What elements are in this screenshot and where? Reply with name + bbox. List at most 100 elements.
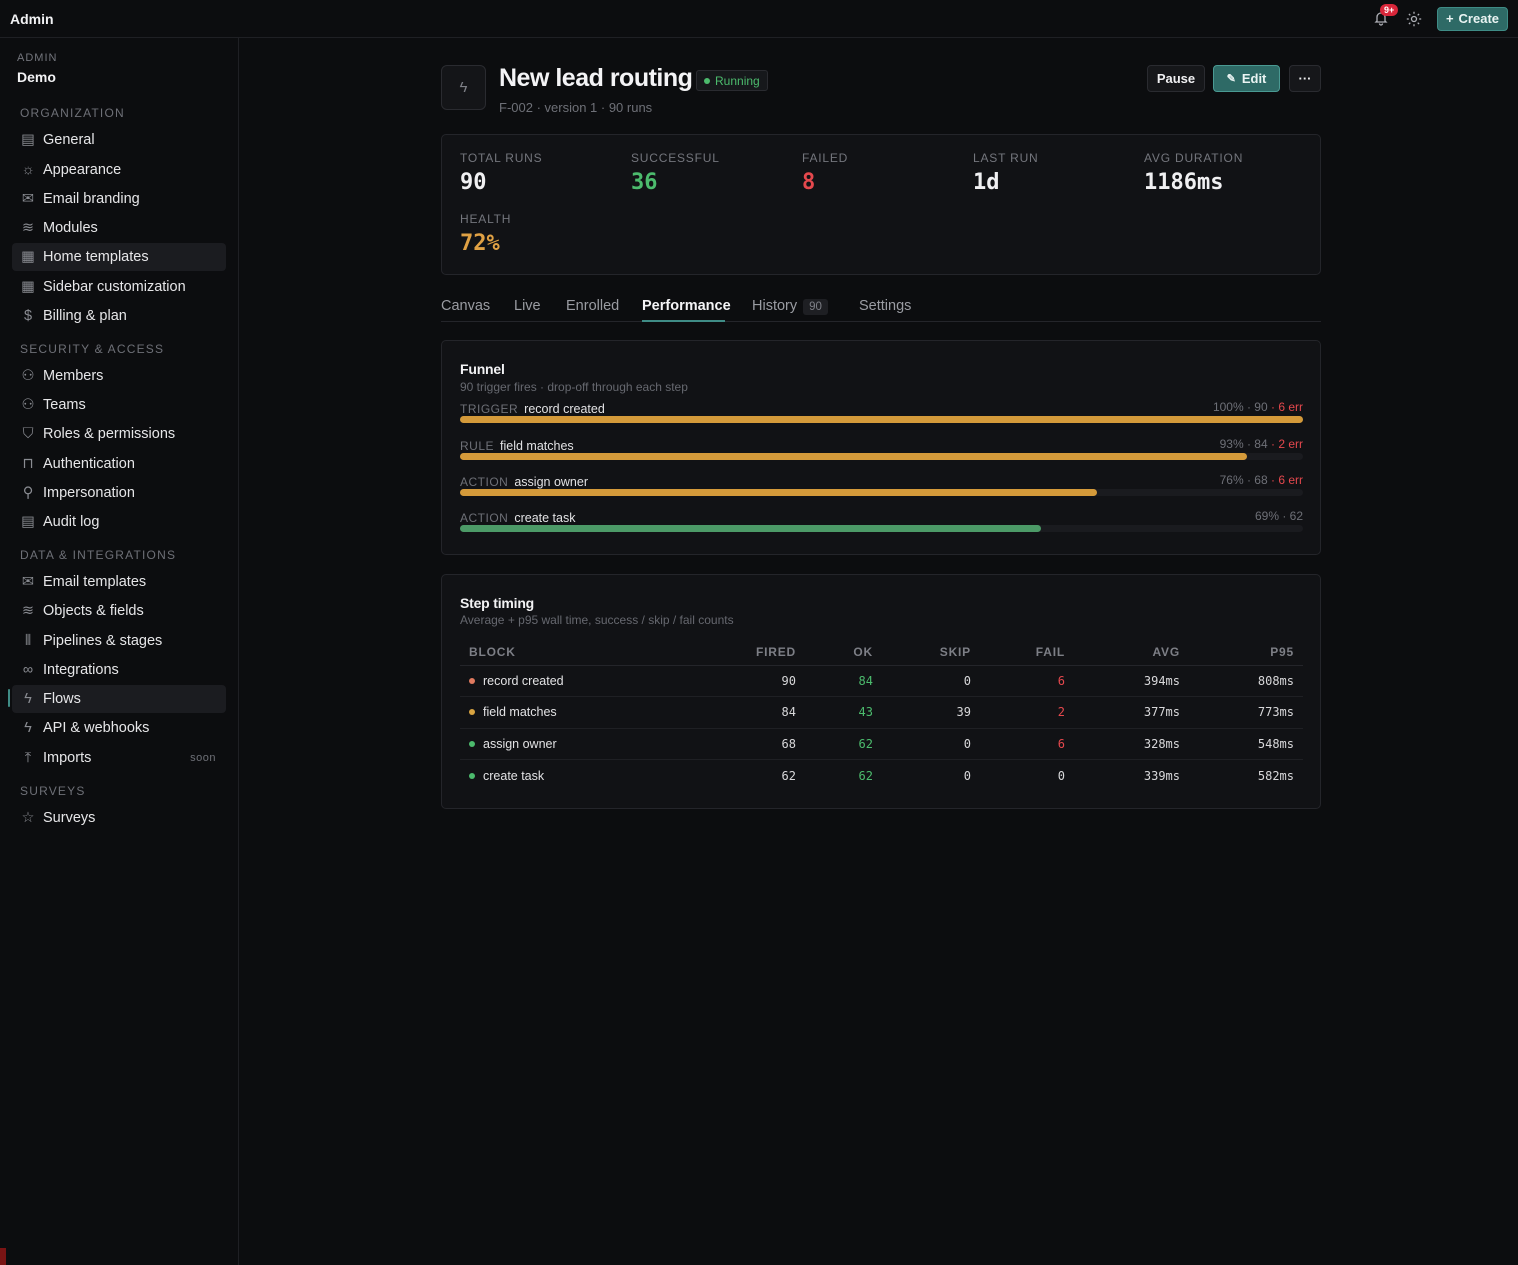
pause-button[interactable]: Pause [1147,65,1205,92]
funnel-step: ACTION assign owner 76% · 68 · 6 err [460,473,1303,503]
sidebar-item-flows[interactable]: ϟ Flows [12,685,226,713]
stat-label: SUCCESSFUL [631,151,720,165]
step-stats-text: 69% · 62 [1254,509,1303,523]
step-error-count: · 2 err [1267,437,1303,451]
sidebar-item-general[interactable]: ▤ General [21,132,95,148]
cell-ok: 43 [805,696,882,729]
step-stats-text: 100% · 90 [1212,400,1268,414]
funnel-step: TRIGGER record created 100% · 90 · 6 err [460,400,1303,430]
cell-avg: 328ms [1074,728,1189,760]
stat-label: TOTAL RUNS [460,151,543,165]
sidebar-item-modules[interactable]: ≋ Modules [21,220,98,236]
step-stats-text: 76% · 68 [1219,473,1268,487]
stat-successful: SUCCESSFUL 36 [631,151,720,195]
timing-title: Step timing [460,595,535,611]
step-stats: 93% · 84 · 2 err [1220,437,1303,451]
sidebar-item-email-branding[interactable]: ✉ Email branding [21,191,140,207]
more-button[interactable]: ··· [1289,65,1321,92]
sidebar-item-api[interactable]: ϟ API & webhooks [12,714,226,742]
cell-fired: 84 [725,696,805,729]
funnel-bar-fill [460,489,1098,496]
tab-enrolled[interactable]: Enrolled [566,298,620,314]
sidebar-item-surveys[interactable]: ☆ Surveys [21,810,96,826]
status-dot [469,740,475,747]
col-block: BLOCK [460,639,725,666]
cell-fail: 6 [980,728,1074,760]
notifications-button[interactable]: 9+ [1373,3,1399,28]
funnel-bar-track [460,453,1303,460]
users-icon: ⚇ [21,368,35,384]
tab-bar: Canvas Live Enrolled Performance History… [441,296,1321,322]
stat-avg-duration: AVG DURATION 1186ms [1144,151,1243,195]
step-stats: 100% · 90 · 6 err [1213,400,1303,414]
bolt-icon: ϟ [459,79,468,96]
top-bar: Admin 9+ + Create [0,0,1518,38]
table-header-row: BLOCK FIRED OK SKIP FAIL AVG P95 [460,639,1303,666]
tab-performance[interactable]: Performance [642,298,731,314]
sidebar-item-authentication[interactable]: ⊓ Authentication [22,456,135,472]
sidebar-item-appearance[interactable]: ☼ Appearance [21,162,122,178]
settings-button[interactable] [1405,10,1423,28]
create-button[interactable]: + Create [1436,6,1508,31]
sidebar-item-members[interactable]: ⚇ Members [21,368,104,384]
block-name: assign owner [483,736,557,751]
org-name[interactable]: Demo [17,69,56,85]
cell-ok: 62 [858,768,873,783]
funnel-step: ACTION create task 69% · 62 [460,509,1303,539]
upload-icon: ⤒ [24,750,32,766]
stat-total-runs: TOTAL RUNS 90 [460,151,542,195]
col-p95: P95 [1189,639,1303,666]
cell-fired: 90 [725,665,805,697]
sidebar: ADMIN Demo ORGANIZATION ▤ General ☼ Appear… [0,38,239,1265]
tab-history[interactable]: History 90 [752,298,828,315]
tab-settings[interactable]: Settings [859,298,912,314]
sidebar-item-billing[interactable]: $ Billing & plan [23,308,127,324]
edit-button[interactable]: ✎ Edit [1213,65,1280,92]
active-tab-indicator [642,320,725,322]
sidebar-item-audit-log[interactable]: ▤ Audit log [21,514,100,530]
cell-fired: 68 [725,728,805,760]
funnel-step: RULE field matches 93% · 84 · 2 err [460,437,1303,467]
cell-avg: 339ms [1143,768,1180,783]
status-text: Running [715,73,760,88]
sidebar-item-imports[interactable]: ⤒ Imports soon [12,744,226,772]
create-label: Create [1458,11,1499,26]
cell-block: create task [460,760,725,792]
tab-live[interactable]: Live [514,298,541,314]
cell-block: assign owner [460,728,725,760]
sidebar-item-teams[interactable]: ⚇ Teams [21,397,86,413]
funnel-subtitle: 90 trigger fires · drop-off through each… [460,380,688,394]
stat-last-run: LAST RUN 1d [973,151,1039,195]
cell-ok: 62 [805,728,882,760]
sidebar-item-integrations[interactable]: ∞ Integrations [22,662,119,678]
cell-p95: 773ms [1189,696,1303,729]
layout-icon: ▦ [21,279,35,295]
stat-value: 1d [973,170,1000,195]
link-icon: ∞ [22,662,34,678]
building-icon: ▤ [21,132,35,148]
sidebar-item-sidebar-customization[interactable]: ▦ Sidebar customization [21,279,186,295]
sidebar-item-home-templates[interactable]: ▦ Home templates [12,243,226,271]
sidebar-eyebrow: ADMIN [17,52,58,64]
sidebar-item-roles[interactable]: ⛉ Roles & permissions [22,426,176,442]
block-name: field matches [483,705,557,720]
sidebar-item-objects[interactable]: ≋ Objects & fields [21,603,144,619]
funnel-bar-fill [460,453,1247,460]
cell-fail: 2 [980,696,1074,729]
sidebar-item-email-templates[interactable]: ✉ Email templates [21,574,147,590]
col-ok: OK [805,639,882,666]
cell-skip: 0 [963,768,971,783]
sidebar-item-pipelines[interactable]: ⫴ Pipelines & stages [12,627,226,655]
plus-icon: + [1445,11,1454,26]
stat-health: HEALTH 72% [460,212,511,256]
sidebar-item-impersonation[interactable]: ⚲ Impersonation [22,485,135,501]
cell-avg: 394ms [1074,665,1189,697]
step-kind: RULE [460,439,495,453]
tab-canvas[interactable]: Canvas [441,298,491,314]
status-dot [469,709,475,716]
timing-subtitle: Average + p95 wall time, success / skip … [460,613,734,627]
step-name: assign owner [514,475,588,489]
active-indicator [8,689,10,707]
funnel-bar-track [460,416,1303,423]
bolt-icon: ϟ [24,720,32,736]
